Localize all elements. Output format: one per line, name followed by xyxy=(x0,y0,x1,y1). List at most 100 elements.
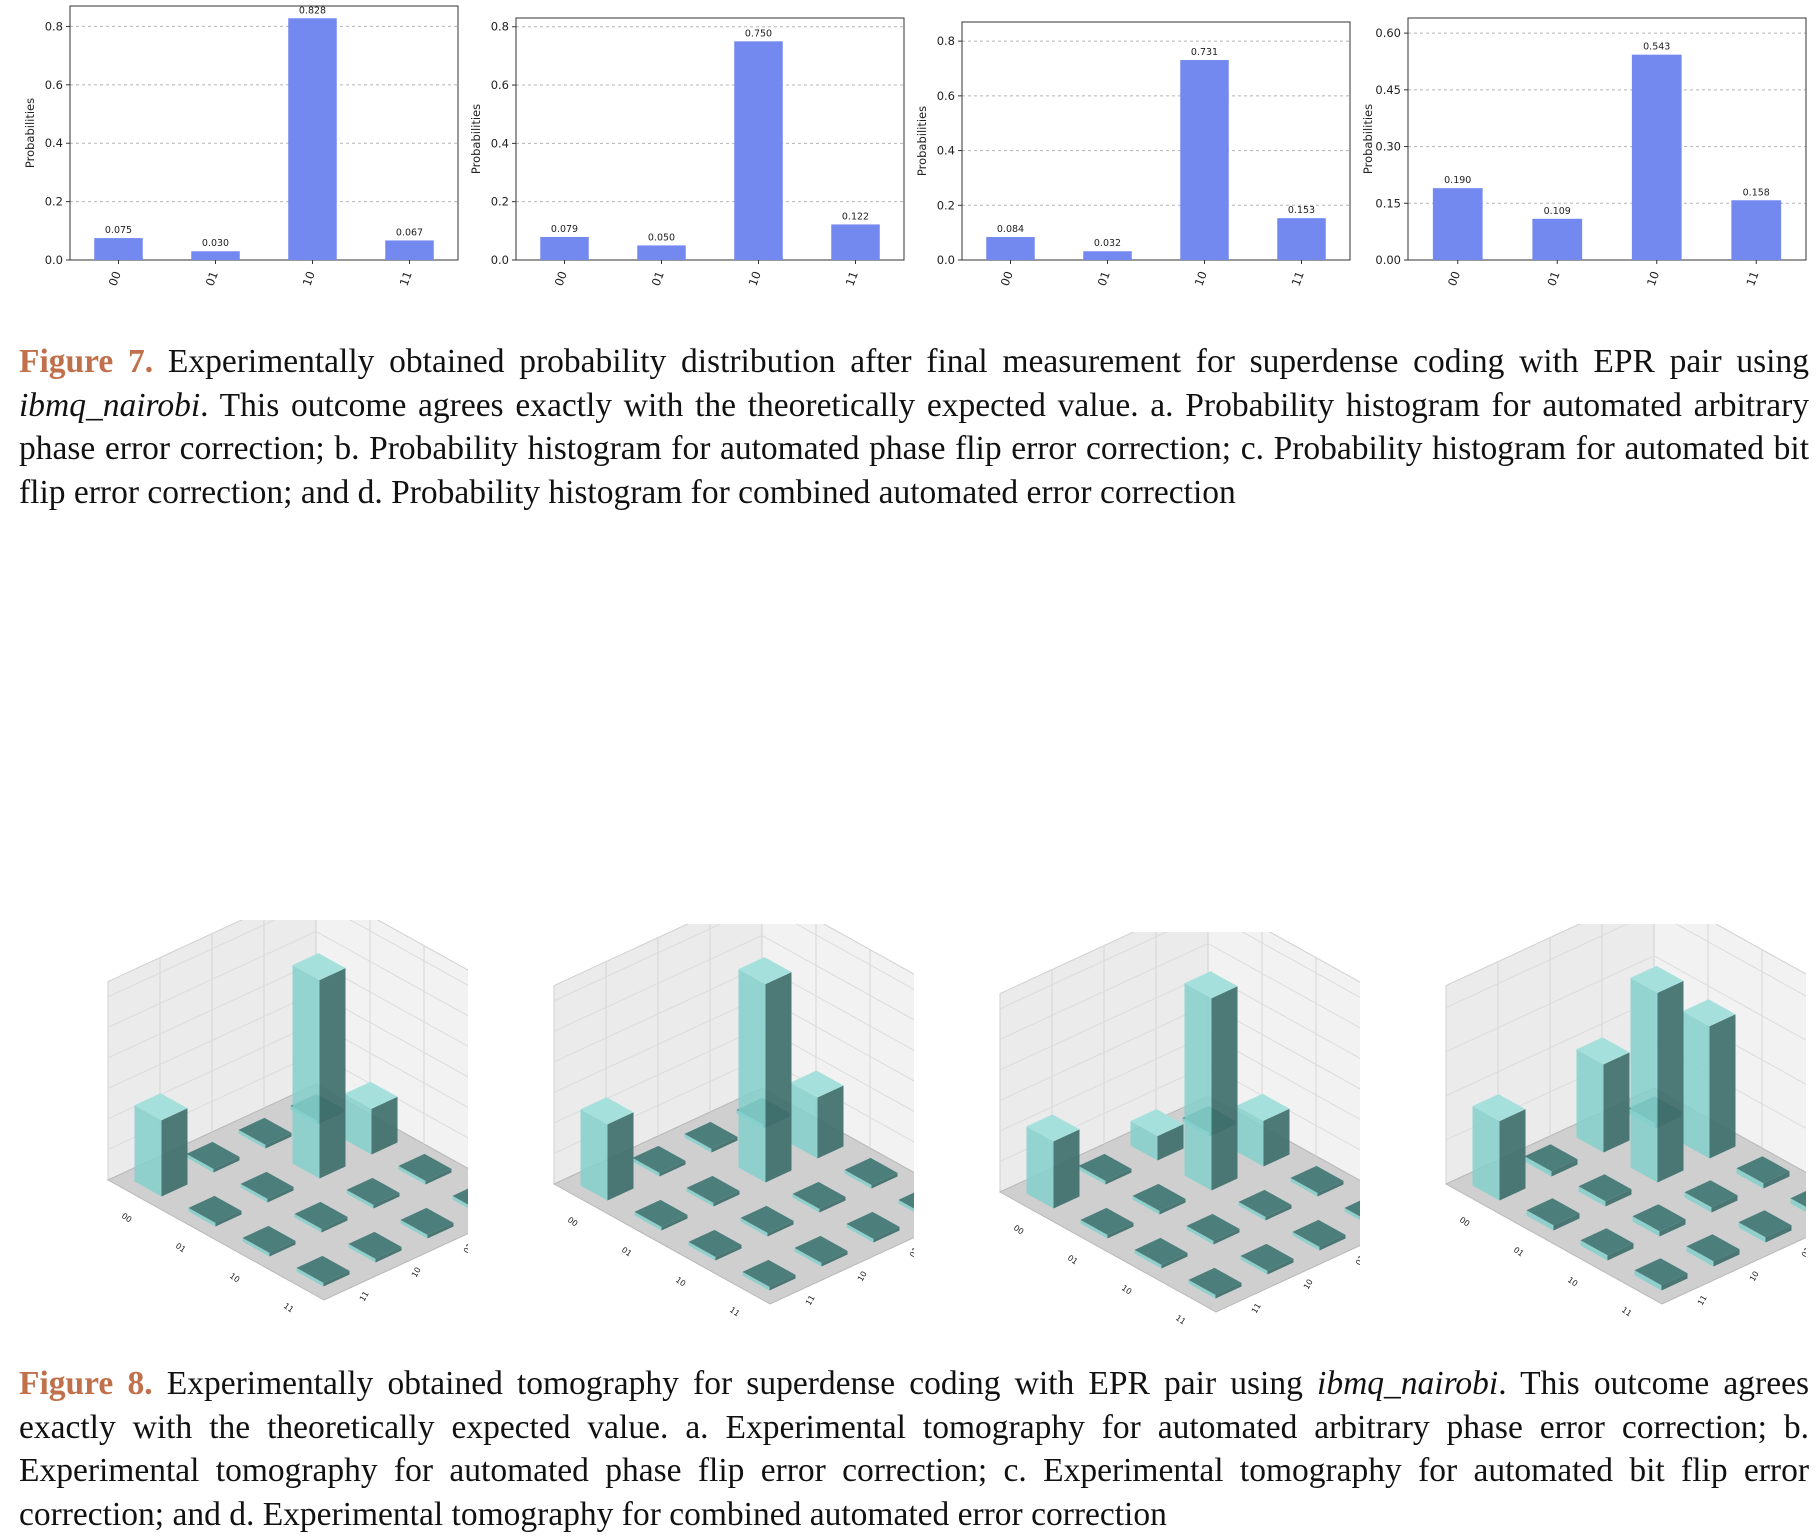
x-tick-label: 01 xyxy=(1512,1245,1526,1258)
bar-side-face xyxy=(1709,1014,1736,1159)
bar-top-face xyxy=(684,1121,738,1149)
figure-7-label: Figure 7. xyxy=(19,343,154,380)
tomography-bar xyxy=(1184,971,1238,1191)
bar-top-face xyxy=(1580,1228,1634,1256)
bar-top-face xyxy=(844,1157,898,1185)
bar-side-face xyxy=(1215,1282,1242,1299)
tomography-b-svg: 0.00.10.20.30.40.50.6Re[ρ]00011011000110… xyxy=(552,924,914,1318)
tomography-bar xyxy=(1290,1165,1344,1197)
bar-side-face xyxy=(1605,1189,1632,1207)
bar-side-face xyxy=(1159,1198,1186,1215)
data-label: 0.079 xyxy=(551,224,578,235)
tomography-bar xyxy=(1186,1213,1240,1245)
bar-top-face xyxy=(238,1117,292,1145)
bar-side-face xyxy=(1161,1252,1188,1269)
bar-top-face xyxy=(580,1097,634,1125)
tomography-bar xyxy=(1738,1210,1792,1243)
x-tick-label: 01 xyxy=(620,1245,634,1258)
wall-gridline xyxy=(107,920,468,998)
bar-top-face xyxy=(344,1081,398,1109)
bar-top-face xyxy=(1578,1174,1632,1202)
y-tick-label: 0.6 xyxy=(45,78,63,92)
data-label: 0.075 xyxy=(105,225,132,236)
x-tick-label: 00 xyxy=(120,1211,134,1224)
y-tick-label: 11 xyxy=(804,1294,817,1307)
bar-top-face xyxy=(348,1231,402,1259)
tomography-bar xyxy=(186,1141,240,1173)
y-tick-label: 0.15 xyxy=(1375,196,1401,210)
bar xyxy=(385,240,434,260)
tomography-bar xyxy=(242,1225,296,1257)
bar-top-face xyxy=(1524,1144,1578,1172)
data-label: 0.731 xyxy=(1191,47,1218,58)
tomography-bar xyxy=(844,1157,898,1189)
data-label: 0.158 xyxy=(1743,187,1770,198)
bar-side-face xyxy=(1607,1243,1634,1261)
y-tick-label: 0.30 xyxy=(1375,140,1401,154)
bar-side-face xyxy=(1053,1129,1080,1209)
bar-top-face xyxy=(792,1181,846,1209)
bar-front-face xyxy=(134,1105,162,1197)
tomography-bar xyxy=(1790,1191,1806,1213)
bar-top-face xyxy=(1738,1210,1792,1238)
bar-side-face xyxy=(1551,1159,1578,1177)
x-tick-label: 01 xyxy=(174,1241,188,1254)
tomography-bar xyxy=(1686,1234,1740,1267)
bar xyxy=(288,18,337,260)
x-tick-label: 10 xyxy=(1192,269,1210,288)
tomography-bar xyxy=(898,1192,914,1213)
bar-front-face xyxy=(452,1195,468,1209)
tomography-bar xyxy=(1632,1204,1686,1237)
bar-top-face xyxy=(1236,1093,1290,1121)
bar-side-face xyxy=(1267,1258,1294,1275)
figure-8-text-a: Experimentally obtained tomography for s… xyxy=(152,1365,1318,1402)
bar-front-face xyxy=(1188,1279,1216,1299)
bar-top-face xyxy=(742,1259,796,1287)
bar-front-face xyxy=(296,1267,324,1287)
x-tick-label: 10 xyxy=(1120,1283,1134,1296)
bar-top-face xyxy=(452,1188,468,1205)
tomography-bar xyxy=(240,1171,294,1203)
tomography-bar xyxy=(292,953,346,1179)
bar xyxy=(637,245,686,260)
bar-side-face xyxy=(1105,1168,1132,1185)
bar xyxy=(1180,60,1229,261)
bar-top-face xyxy=(292,953,346,981)
tomography-bar xyxy=(344,1081,398,1155)
x-tick-label: 00 xyxy=(566,1215,580,1228)
bar-front-face xyxy=(292,965,320,1179)
x-tick-label: 00 xyxy=(1445,269,1463,288)
y-tick-label: 11 xyxy=(358,1290,371,1303)
figure-7-caption: Figure 7. Experimentally obtained probab… xyxy=(19,340,1809,514)
x-tick-label: 10 xyxy=(300,269,318,288)
bar-top-face xyxy=(1026,1114,1080,1142)
figure-7-text-b: . This outcome agrees exactly with the t… xyxy=(19,386,1809,511)
bar-top-face xyxy=(240,1171,294,1199)
bar-front-face xyxy=(240,1183,268,1203)
bar-side-face xyxy=(1661,1273,1688,1291)
tomography-bar xyxy=(134,1093,188,1197)
tomography-b: 0.00.10.20.30.40.50.6Re[ρ]00011011000110… xyxy=(474,924,914,1344)
wall-gridline xyxy=(1445,955,1806,1053)
bar-front-face xyxy=(1576,1049,1604,1153)
bar-top-face xyxy=(898,1192,914,1209)
bar-side-face xyxy=(373,1192,400,1209)
x-tick-label: 11 xyxy=(397,269,415,288)
bar-top-face xyxy=(1686,1234,1740,1262)
tomography-bar xyxy=(398,1153,452,1185)
y-tick-label: 10 xyxy=(410,1266,423,1279)
tomography-bar xyxy=(1238,1189,1292,1221)
plot-frame xyxy=(69,5,459,261)
y-tick-label: 0.00 xyxy=(1375,253,1401,267)
tomography-bar xyxy=(1580,1228,1634,1261)
x-tick-label: 01 xyxy=(1066,1253,1080,1266)
bar-front-face xyxy=(1580,1240,1608,1261)
bar-front-face xyxy=(398,1165,426,1185)
tomography-bar xyxy=(1130,1109,1184,1161)
bar-side-face xyxy=(661,1214,688,1231)
bar-side-face xyxy=(1713,1249,1740,1267)
bar-top-face xyxy=(794,1235,848,1263)
bar-side-face xyxy=(1765,1225,1792,1243)
bar xyxy=(1432,188,1483,260)
data-label: 0.030 xyxy=(202,238,229,249)
